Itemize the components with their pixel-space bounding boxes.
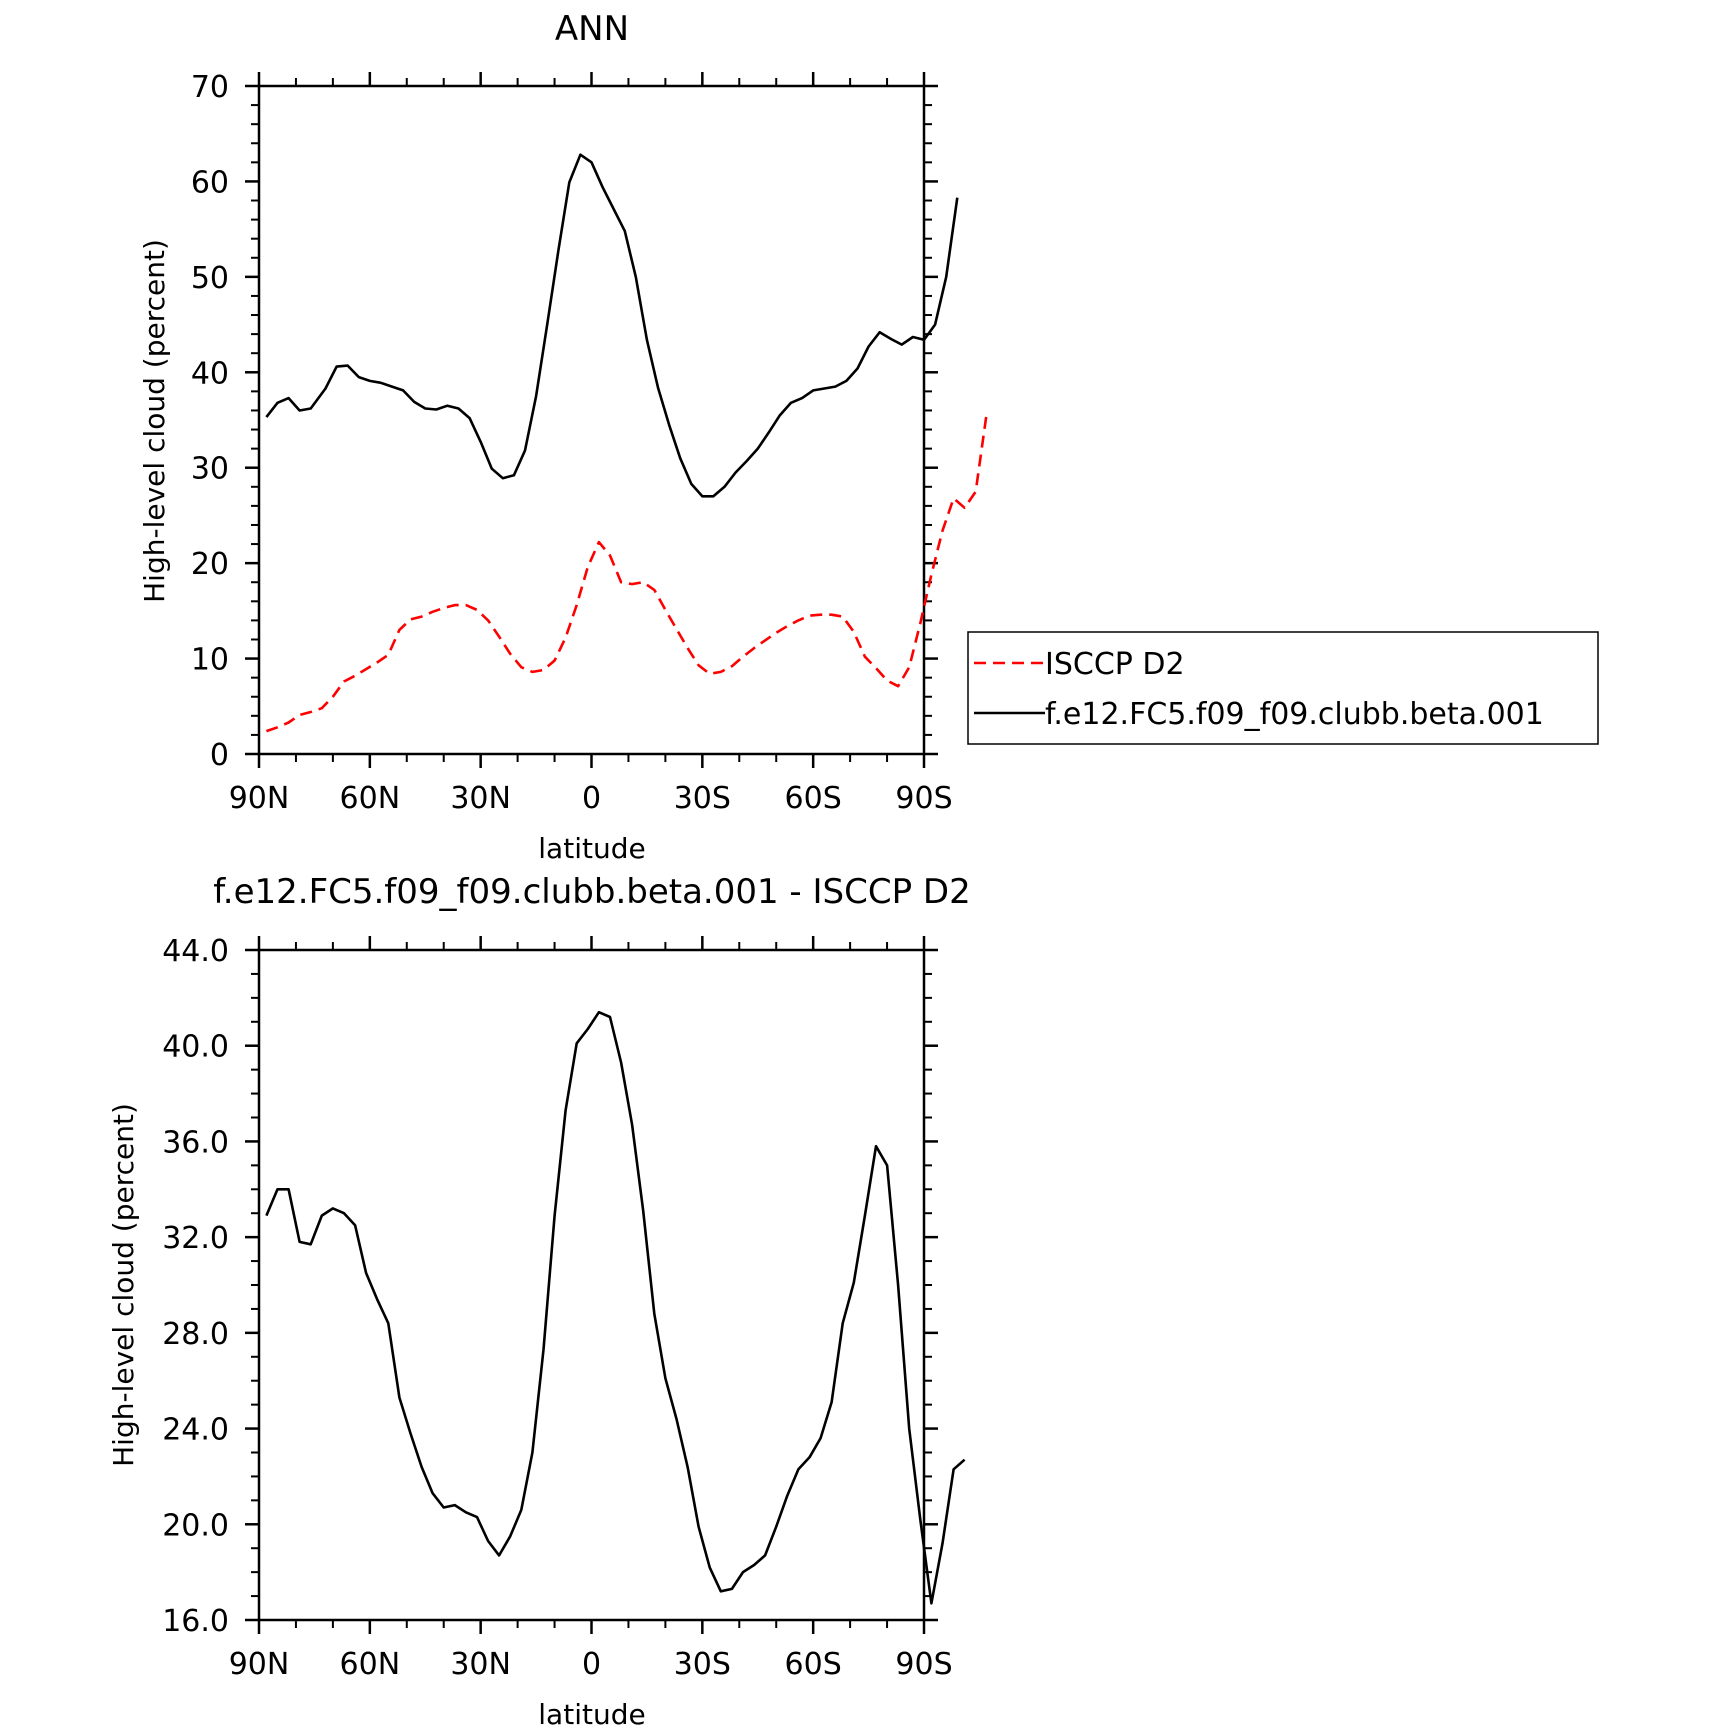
- chart-title-top: ANN: [555, 9, 629, 49]
- x-tick-label: 90S: [895, 781, 952, 816]
- legend-label-isccp: ISCCP D2: [1045, 647, 1185, 682]
- series-line-bottom-0: [265, 1010, 966, 1605]
- x-tick-label: 60S: [785, 781, 842, 816]
- x-tick-label: 60N: [340, 781, 401, 816]
- tick-marks-top: [245, 72, 938, 768]
- y-tick-label: 44.0: [162, 934, 229, 969]
- tick-labels-top: 90N 60N 30N 0 30S 60S 90S 0 10 20 30 40 50 60 70: [191, 70, 953, 816]
- y-tick-label: 36.0: [162, 1125, 229, 1160]
- chart-panel-bottom: f.e12.FC5.f09_f09.clubb.beta.001 - ISCCP…: [107, 872, 971, 1731]
- x-tick-label: 0: [582, 1647, 601, 1682]
- y-tick-label: 0: [210, 738, 229, 773]
- x-axis-label-top: latitude: [538, 832, 645, 865]
- y-tick-label: 32.0: [162, 1221, 229, 1256]
- x-tick-label: 30N: [450, 781, 511, 816]
- legend: ISCCP D2 f.e12.FC5.f09_f09.clubb.beta.00…: [967, 631, 1599, 745]
- y-tick-label: 10: [191, 643, 229, 678]
- x-axis-label-bottom: latitude: [538, 1698, 645, 1731]
- series-group-bottom: [265, 1010, 966, 1605]
- y-tick-label: 20: [191, 547, 229, 582]
- chart-panel-top: ANN High-level cloud (percent) latitude …: [138, 9, 989, 865]
- legend-box: [967, 631, 1599, 745]
- y-tick-label: 50: [191, 261, 229, 296]
- y-tick-label: 40.0: [162, 1030, 229, 1065]
- y-tick-label: 60: [191, 165, 229, 200]
- y-tick-label: 40: [191, 356, 229, 391]
- y-tick-label: 20.0: [162, 1508, 229, 1543]
- x-tick-label: 90S: [895, 1647, 952, 1682]
- x-tick-label: 30S: [674, 781, 731, 816]
- x-tick-label: 0: [582, 781, 601, 816]
- x-tick-label: 30S: [674, 1647, 731, 1682]
- y-axis-label-bottom: High-level cloud (percent): [107, 1103, 140, 1467]
- legend-label-model: f.e12.FC5.f09_f09.clubb.beta.001: [1045, 697, 1544, 732]
- tick-labels-bottom: 90N 60N 30N 0 30S 60S 90S 16.0 20.0 24.0 28.0 32.0 3…: [162, 934, 952, 1682]
- tick-marks-bottom: [245, 936, 938, 1634]
- series-line-top-0: [265, 153, 959, 498]
- y-tick-label: 24.0: [162, 1413, 229, 1448]
- series-line-top-1: [265, 412, 989, 733]
- x-tick-label: 30N: [450, 1647, 511, 1682]
- x-tick-label: 60S: [785, 1647, 842, 1682]
- y-tick-label: 28.0: [162, 1317, 229, 1352]
- plot-frame-top: [257, 84, 926, 756]
- y-tick-label: 16.0: [162, 1604, 229, 1639]
- y-axis-label-top: High-level cloud (percent): [138, 239, 171, 603]
- series-group-top: [265, 153, 989, 733]
- y-tick-label: 30: [191, 452, 229, 487]
- x-tick-label: 60N: [340, 1647, 401, 1682]
- x-tick-label: 90N: [229, 781, 290, 816]
- y-tick-label: 70: [191, 70, 229, 105]
- plot-frame-bottom: [257, 948, 926, 1622]
- chart-title-bottom: f.e12.FC5.f09_f09.clubb.beta.001 - ISCCP…: [213, 872, 970, 912]
- x-tick-label: 90N: [229, 1647, 290, 1682]
